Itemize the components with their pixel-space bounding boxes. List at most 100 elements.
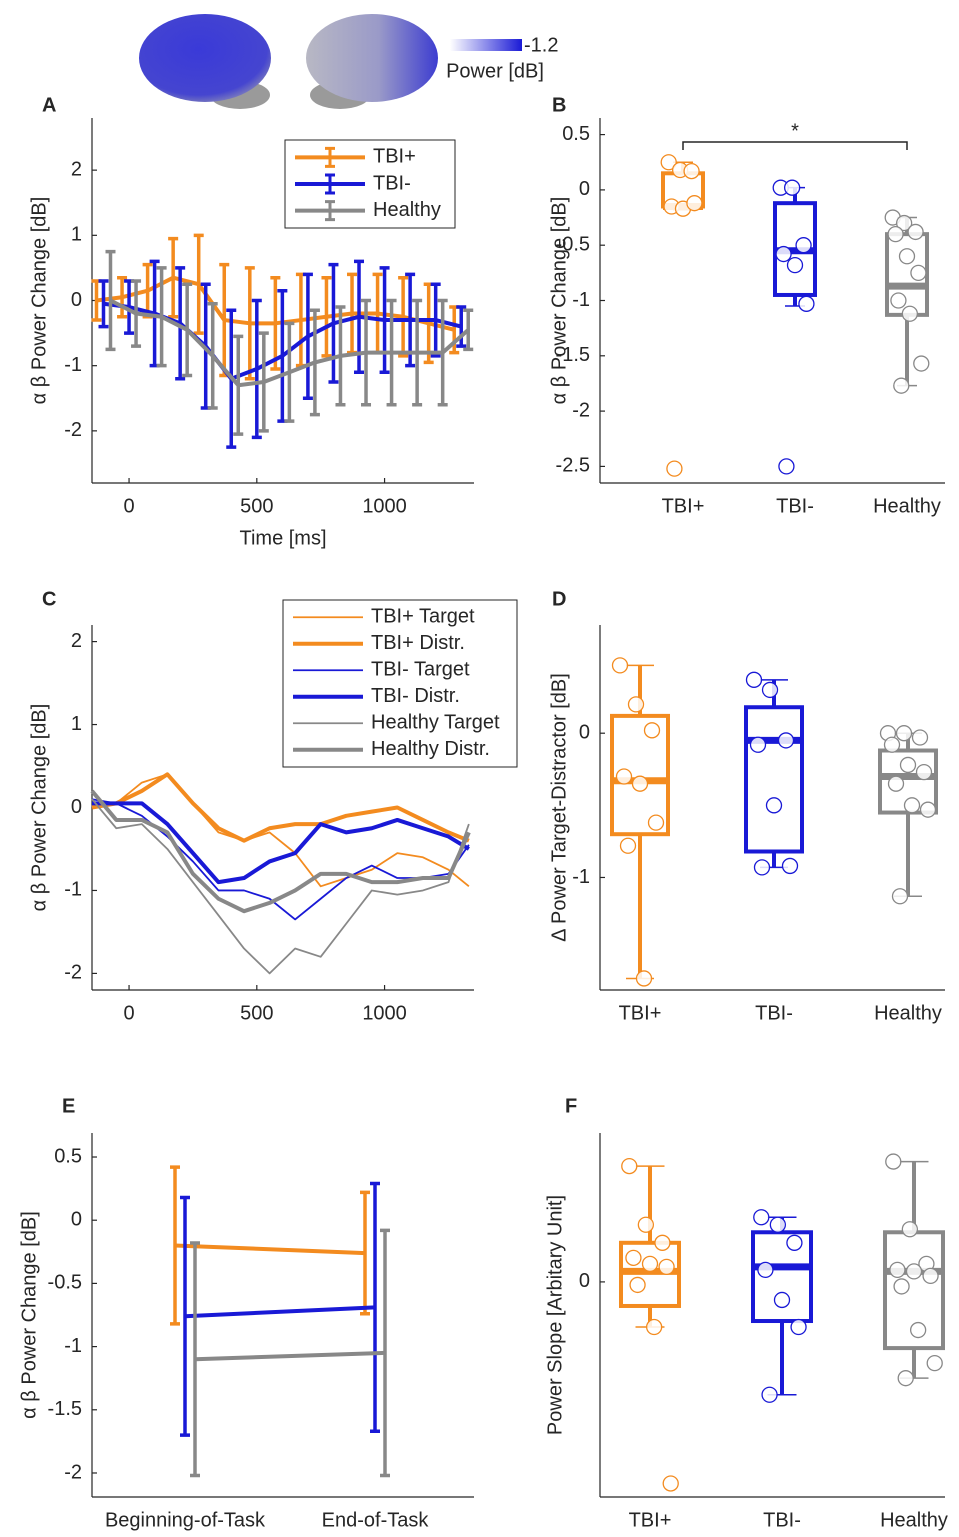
- data-point: [654, 1234, 671, 1251]
- data-point: [641, 1255, 659, 1273]
- x-tick-label: Healthy: [880, 1509, 948, 1531]
- x-tick-label: 500: [240, 1002, 273, 1024]
- data-point: [666, 460, 683, 477]
- y-tick-label: -1: [572, 866, 590, 888]
- y-tick-label: 0: [579, 1270, 590, 1292]
- data-point: [795, 237, 812, 254]
- y-axis-label: α β Power Change [dB]: [28, 704, 50, 912]
- data-point: [913, 355, 930, 372]
- y-tick-label: -1: [64, 879, 82, 901]
- data-point: [629, 1276, 646, 1294]
- data-point: [893, 1278, 910, 1295]
- data-point: [749, 736, 767, 753]
- data-point: [910, 264, 927, 281]
- series-line: [92, 801, 470, 885]
- data-point: [769, 1216, 787, 1233]
- data-point: [686, 195, 703, 212]
- data-point: [899, 756, 917, 774]
- y-tick-label: -1: [64, 354, 82, 376]
- y-tick-label: 1: [71, 224, 82, 246]
- data-point: [885, 1153, 902, 1170]
- data-point: [893, 377, 910, 394]
- data-point: [635, 970, 653, 987]
- data-point: [897, 1370, 914, 1387]
- colorbar-label: Power [dB]: [446, 60, 544, 82]
- data-point: [905, 1263, 923, 1280]
- x-tick-label: 0: [123, 495, 134, 517]
- data-point: [773, 1291, 791, 1309]
- data-point: [919, 801, 937, 818]
- data-point: [901, 1221, 919, 1238]
- legend-label: Healthy: [373, 199, 441, 221]
- x-tick-label: End-of-Task: [322, 1509, 430, 1531]
- data-point: [786, 1234, 803, 1251]
- data-point: [786, 256, 804, 274]
- data-point: [926, 1354, 943, 1372]
- series-line: [109, 298, 470, 388]
- data-point: [783, 179, 801, 196]
- y-tick-label: 0.5: [562, 123, 590, 145]
- data-point: [627, 696, 645, 713]
- panel-letter: D: [552, 588, 566, 610]
- data-point: [887, 775, 905, 792]
- y-tick-label: -1.5: [556, 344, 590, 366]
- y-tick-label: -2: [572, 399, 590, 421]
- x-tick-label: 1000: [362, 1002, 407, 1024]
- data-point: [683, 162, 700, 180]
- significance-bracket: [682, 141, 908, 150]
- significance-label: *: [791, 120, 799, 142]
- data-point: [753, 859, 771, 876]
- data-point: [898, 248, 916, 265]
- series-line: [194, 1350, 386, 1362]
- x-tick-label: TBI-: [755, 1002, 793, 1024]
- y-tick-label: -1.5: [48, 1398, 82, 1420]
- data-point: [909, 1321, 927, 1339]
- data-point: [625, 1249, 642, 1266]
- error-bar: [105, 249, 116, 352]
- data-point: [645, 1318, 663, 1336]
- data-point: [631, 775, 649, 792]
- legend-errorbar: [325, 146, 335, 168]
- x-tick-label: TBI-: [776, 495, 814, 517]
- data-point: [775, 245, 792, 263]
- data-point: [778, 458, 795, 475]
- x-tick-label: TBI+: [619, 1002, 662, 1024]
- x-tick-label: TBI+: [662, 495, 705, 517]
- data-point: [753, 1209, 770, 1226]
- error-bar: [98, 279, 109, 329]
- y-axis-label: Power Slope [Arbitary Unit]: [544, 1195, 566, 1435]
- brain-right: [306, 14, 438, 109]
- legend-label: TBI+ Distr.: [371, 632, 465, 654]
- box: [878, 748, 938, 815]
- y-tick-label: -2: [64, 962, 82, 984]
- y-tick-label: -2: [64, 419, 82, 441]
- y-tick-label: 0: [71, 796, 82, 818]
- data-point: [777, 732, 795, 749]
- x-tick-label: TBI+: [629, 1509, 672, 1531]
- data-point: [907, 223, 924, 241]
- x-tick-label: 500: [240, 495, 273, 517]
- data-point: [637, 1216, 655, 1233]
- box: [744, 705, 804, 854]
- series-line: [91, 772, 470, 843]
- legend-errorbar: [325, 200, 335, 222]
- error-bar: [180, 1195, 190, 1437]
- y-tick-label: -2.5: [556, 455, 590, 477]
- data-point: [903, 797, 921, 814]
- legend-label: TBI+ Target: [371, 606, 475, 628]
- data-point: [660, 154, 677, 171]
- y-tick-label: 0: [579, 178, 590, 200]
- data-point: [757, 1261, 774, 1279]
- legend-label: TBI+: [373, 146, 416, 168]
- y-tick-label: -2: [64, 1461, 82, 1483]
- data-point: [761, 681, 779, 699]
- y-tick-label: 0.5: [54, 1145, 82, 1167]
- data-point: [662, 1475, 679, 1492]
- y-tick-label: -1: [64, 1335, 82, 1357]
- series-line: [91, 798, 470, 975]
- data-point: [619, 837, 637, 854]
- x-tick-label: 0: [123, 1002, 134, 1024]
- y-tick-label: 1: [71, 713, 82, 735]
- data-point: [790, 1318, 807, 1336]
- x-tick-label: Beginning-of-Task: [105, 1509, 266, 1531]
